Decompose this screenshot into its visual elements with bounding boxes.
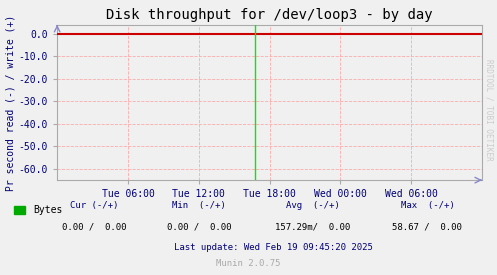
Text: Last update: Wed Feb 19 09:45:20 2025: Last update: Wed Feb 19 09:45:20 2025 — [174, 243, 373, 252]
Text: Max  (-/+): Max (-/+) — [401, 201, 454, 210]
Text: Avg  (-/+): Avg (-/+) — [286, 201, 340, 210]
Text: 157.29m/  0.00: 157.29m/ 0.00 — [275, 223, 351, 232]
Text: Cur (-/+): Cur (-/+) — [70, 201, 119, 210]
Title: Disk throughput for /dev/loop3 - by day: Disk throughput for /dev/loop3 - by day — [106, 8, 433, 22]
Legend: Bytes: Bytes — [10, 202, 67, 219]
Text: RRDTOOL / TOBI OETIKER: RRDTOOL / TOBI OETIKER — [484, 59, 493, 161]
Text: 58.67 /  0.00: 58.67 / 0.00 — [393, 223, 462, 232]
Text: 0.00 /  0.00: 0.00 / 0.00 — [166, 223, 231, 232]
Text: 0.00 /  0.00: 0.00 / 0.00 — [62, 223, 127, 232]
Y-axis label: Pr second read (-) / write (+): Pr second read (-) / write (+) — [6, 14, 16, 191]
Text: Munin 2.0.75: Munin 2.0.75 — [216, 259, 281, 268]
Text: Min  (-/+): Min (-/+) — [172, 201, 226, 210]
